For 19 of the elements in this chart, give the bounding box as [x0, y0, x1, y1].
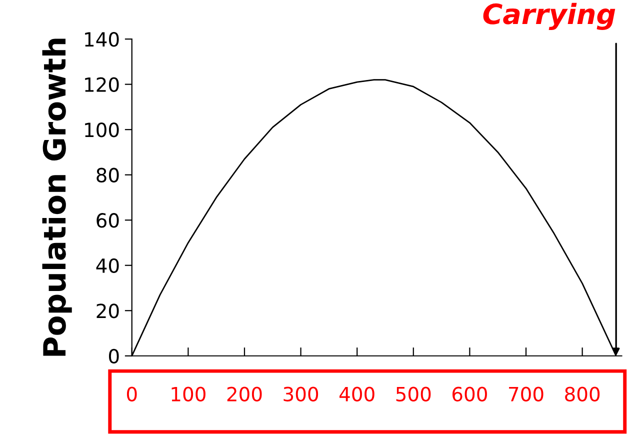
x-tick-label: 200 — [227, 386, 262, 402]
y-tick-label: 140 — [85, 32, 119, 47]
y-tick-label: 120 — [85, 77, 119, 92]
x-tick-label: 700 — [509, 386, 544, 402]
x-tick-label: 600 — [452, 386, 487, 402]
y-tick-label: 80 — [96, 168, 119, 183]
x-tick-label: 400 — [339, 386, 374, 402]
y-tick-label: 60 — [96, 213, 119, 228]
y-tick-label: 100 — [85, 122, 119, 138]
y-axis-title: Population Growth — [42, 38, 72, 356]
x-tick-label: 300 — [284, 386, 318, 402]
x-tick-label: 800 — [565, 386, 600, 402]
y-tick-label: 0 — [108, 348, 119, 364]
x-tick-label: 0 — [126, 386, 137, 402]
y-tick-label: 20 — [96, 304, 119, 318]
x-tick-label: 100 — [172, 386, 206, 402]
annotation: Carrying — [483, 2, 616, 30]
y-tick-label: 40 — [96, 258, 119, 274]
x-tick-label: 500 — [396, 386, 431, 402]
